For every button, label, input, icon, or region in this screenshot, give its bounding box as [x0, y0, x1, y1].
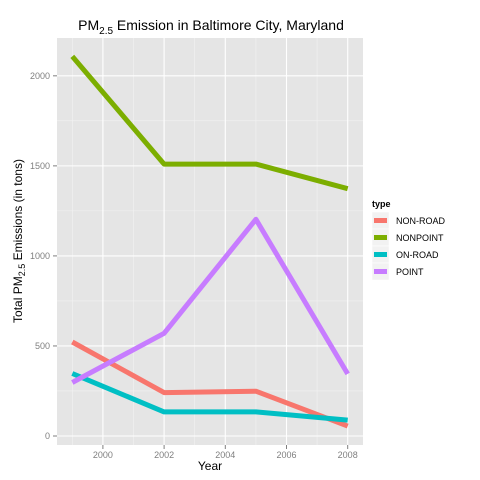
- chart-title: PM2.5 Emission in Baltimore City, Maryla…: [78, 17, 344, 37]
- series-line-non-road: [71, 339, 349, 429]
- x-tick-label: 2002: [154, 450, 174, 460]
- legend-items: NON-ROAD NONPOINT ON-ROAD POINT: [371, 211, 445, 281]
- x-axis-ticks: 2000 2002 2004 2006 2008: [93, 445, 358, 460]
- legend-label: NONPOINT: [396, 233, 444, 243]
- x-tick-label: 2008: [338, 450, 358, 460]
- legend-title: type: [372, 199, 391, 209]
- x-axis-title: Year: [198, 459, 222, 473]
- major-gridlines: [57, 38, 363, 445]
- legend-label: POINT: [396, 267, 424, 277]
- y-axis-title: Total PM2.5 Emissions (in tons): [11, 159, 27, 323]
- y-tick-label: 2000: [30, 71, 50, 81]
- legend: type NON-ROAD NONPOINT ON-ROAD POINT: [371, 199, 445, 281]
- series-line-point: [71, 216, 350, 385]
- y-tick-label: 1500: [30, 161, 50, 171]
- x-tick-label: 2004: [215, 450, 235, 460]
- y-tick-label: 0: [45, 431, 50, 441]
- legend-label: ON-ROAD: [396, 250, 439, 260]
- series-line-on-road: [71, 371, 348, 423]
- x-tick-label: 2006: [276, 450, 296, 460]
- series-lines: [70, 54, 350, 429]
- x-tick-label: 2000: [93, 450, 113, 460]
- y-axis-ticks: 0 500 1000 1500 2000: [30, 71, 57, 441]
- minor-gridlines: [57, 38, 363, 445]
- series-line-nonpoint: [70, 54, 349, 192]
- plot-panel: [57, 38, 363, 445]
- legend-label: NON-ROAD: [396, 216, 445, 226]
- y-tick-label: 1000: [30, 251, 50, 261]
- y-tick-label: 500: [35, 341, 50, 351]
